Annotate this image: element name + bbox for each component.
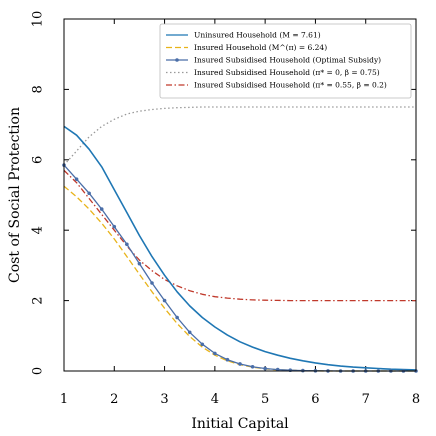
series-3-point	[74, 177, 79, 181]
x-tick-label: 6	[311, 392, 319, 407]
plot-frame	[63, 18, 417, 372]
y-tick-label: 10	[31, 11, 46, 28]
series-3-point	[238, 362, 242, 366]
x-tick-label: 8	[412, 392, 420, 407]
x-tick-label: 1	[60, 392, 68, 407]
series-3-point	[275, 367, 280, 372]
x-tick-label: 3	[160, 392, 168, 407]
series-3-point	[225, 357, 230, 362]
x-tick-label: 2	[110, 392, 118, 407]
legend: Uninsured Household (M = 7.61) Insured Ho…	[159, 23, 412, 99]
x-tick-label: 5	[261, 392, 269, 407]
x-tick-label: 4	[211, 392, 219, 407]
legend-marker	[175, 58, 179, 62]
series-3-point	[137, 261, 142, 266]
y-tick-label: 8	[31, 85, 46, 93]
series-3-point	[250, 364, 255, 369]
series-3-point	[187, 330, 192, 335]
legend-label: Uninsured Household (M = 7.61)	[194, 31, 321, 40]
y-tick-label: 2	[31, 296, 46, 304]
series-3-point	[175, 315, 179, 320]
series-line-3	[63, 164, 416, 372]
legend-label: Insured Household (M^(π) = 6.24)	[194, 43, 327, 52]
y-tick-label: 4	[31, 226, 46, 234]
series-layer	[62, 106, 418, 373]
series-3-point	[87, 191, 91, 196]
series-3-point	[112, 224, 117, 229]
series-line-5	[63, 169, 416, 302]
series-3-point	[200, 342, 205, 347]
x-axis-label: Initial Capital	[191, 416, 289, 432]
series-line-2	[63, 185, 416, 372]
series-3-point	[150, 281, 154, 285]
series-3-point	[99, 207, 104, 211]
legend-label: Insured Subsidised Household (π* = 0, β …	[194, 68, 380, 77]
series-3-point	[125, 242, 129, 247]
y-tick-label: 6	[31, 156, 46, 164]
series-3-point	[213, 351, 217, 356]
legend-label: Insured Subsidised Household (π* = 0.55,…	[194, 81, 387, 90]
series-line-4	[63, 106, 416, 166]
series-3-point	[263, 366, 267, 371]
axis-ticks: 1 2 3 4 5 6 7 8 0 2 4 6 8 10	[31, 11, 421, 407]
legend-label: Insured Subsidised Household (Optimal Su…	[194, 56, 381, 65]
x-tick-label: 7	[362, 392, 370, 407]
series-3-point	[162, 298, 167, 303]
y-tick-label: 0	[31, 367, 46, 375]
y-axis-label: Cost of Social Protection	[7, 107, 23, 283]
legend-box	[159, 23, 412, 99]
series-line-1	[63, 125, 417, 371]
